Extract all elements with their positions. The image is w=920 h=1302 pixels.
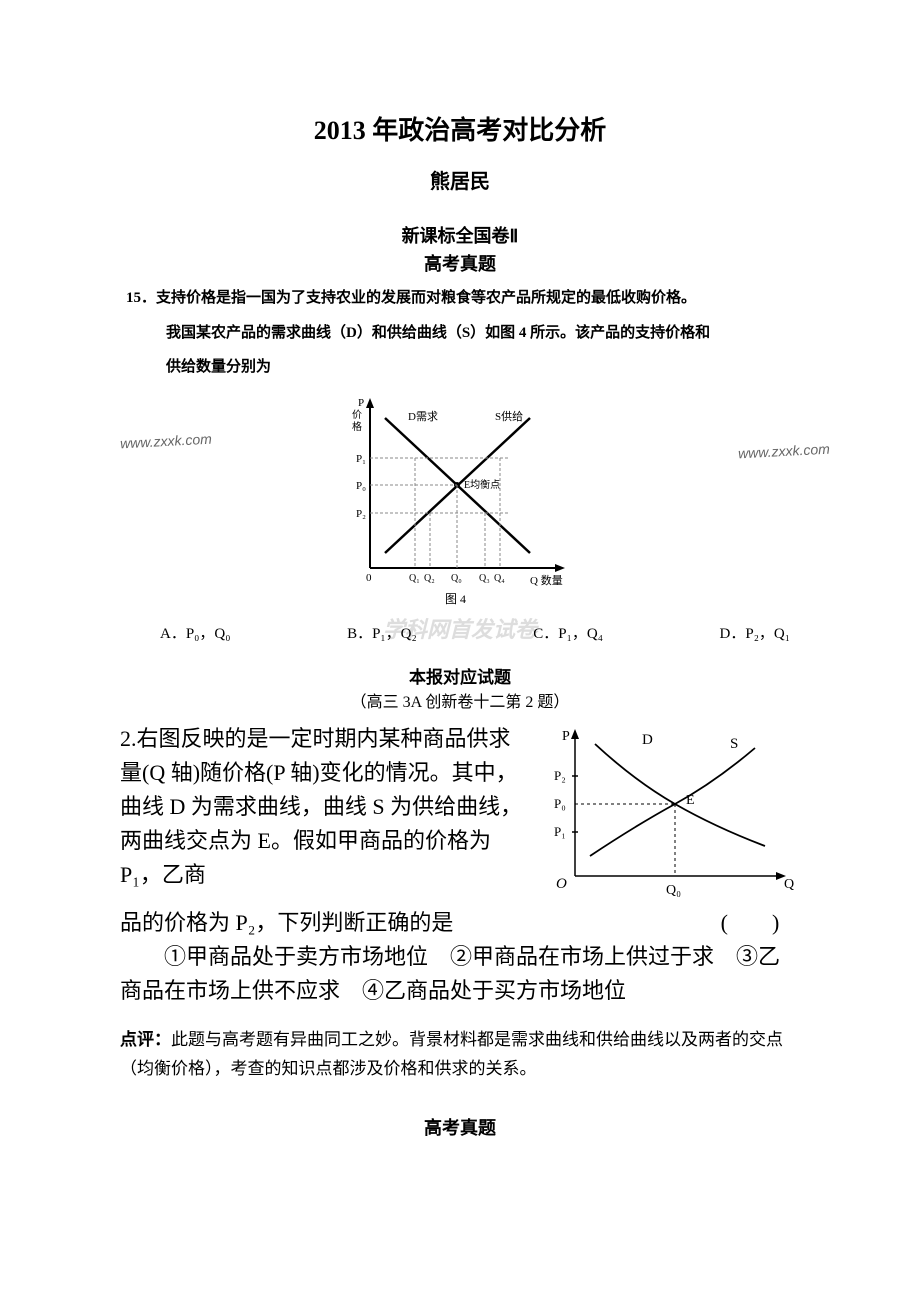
chart1-p2: P₂ xyxy=(356,508,366,520)
q2-text-1: 2.右图反映的是一定时期内某种商品供求量(Q 轴)随价格(P 轴)变化的情况。其… xyxy=(120,726,522,887)
section-subtitle: 高考真题 xyxy=(120,250,800,276)
q15-line2: 我国某农产品的需求曲线（D）和供给曲线（S）如图 4 所示。该产品的支持价格和 xyxy=(120,319,800,348)
q15-line3: 供给数量分别为 xyxy=(120,353,800,382)
chart1-p-label1: 价 xyxy=(352,409,362,421)
comment-block: 点评：此题与高考题有异曲同工之妙。背景材料都是需求曲线和供给曲线以及两者的交点（… xyxy=(120,1026,800,1084)
chart1-q0: Q₀ xyxy=(451,573,462,584)
chart1-p-label2: 格 xyxy=(352,420,362,433)
q2-statements: ①甲商品处于卖方市场地位 ②甲商品在市场上供过于求 ③乙商品在市场上供不应求 ④… xyxy=(120,940,800,1008)
page-title: 2013 年政治高考对比分析 xyxy=(120,110,800,147)
supply-demand-chart-1: P 价 格 Q 数量 D需求 S供给 E均衡点 P₁ P₀ P₂ Q₁ Q₂ Q… xyxy=(330,388,590,618)
chart1-container: www.zxxk.com www.zxxk.com P 价 格 Q 数量 D需求… xyxy=(120,388,800,618)
comment-text: 此题与高考题有异曲同工之妙。背景材料都是需求曲线和供给曲线以及两者的交点（均衡价… xyxy=(120,1030,783,1078)
q2-text-2-row: 品的价格为 P₂，下列判断正确的是 ( ) xyxy=(120,906,800,940)
chart1-figure-label: 图 4 xyxy=(445,592,466,606)
correspondence-title: 本报对应试题 xyxy=(120,663,800,688)
chart1-d-label: D需求 xyxy=(408,410,438,423)
author-name: 熊居民 xyxy=(120,165,800,194)
chart1-s-label: S供给 xyxy=(495,409,523,423)
chart1-q4: Q₄ xyxy=(494,573,505,584)
chart1-p0: P₀ xyxy=(356,480,366,492)
correspondence-sub: （高三 3A 创新卷十二第 2 题） xyxy=(120,688,800,712)
comment-label: 点评： xyxy=(120,1030,171,1049)
chart1-e-label: E均衡点 xyxy=(464,479,500,491)
chart1-q2: Q₂ xyxy=(424,573,435,584)
question-15: 15．支持价格是指一国为了支持农业的发展而对粮食等农产品所规定的最低收购价格。 … xyxy=(120,284,800,643)
chart1-q1: Q₁ xyxy=(409,573,420,584)
chart1-p-axis: P xyxy=(358,397,364,409)
option-d: D．P₂，Q₁ xyxy=(720,622,790,643)
svg-text:0: 0 xyxy=(366,572,372,584)
options-row: 学科网首发试卷 A．P₀，Q₀ B．P₁，Q₂ C．P₁，Q₄ D．P₂，Q₁ xyxy=(120,618,800,643)
section-heading: 新课标全国卷Ⅱ xyxy=(120,222,800,248)
q2-paren: ( ) xyxy=(700,906,800,940)
option-a: A．P₀，Q₀ xyxy=(160,622,230,643)
option-c: C．P₁，Q₄ xyxy=(533,622,603,643)
final-heading: 高考真题 xyxy=(120,1114,800,1140)
watermark-left: www.zxxk.com xyxy=(120,430,213,451)
chart1-q-axis: Q 数量 xyxy=(530,574,563,587)
watermark-right: www.zxxk.com xyxy=(738,440,831,461)
chart1-q3: Q₃ xyxy=(479,573,490,584)
question-2: P Q O D S E P₂ P₀ P₁ Q₀ 2.右图反映的是一定时期内某种商… xyxy=(120,722,800,1008)
q2-text-2: 品的价格为 P₂，下列判断正确的是 xyxy=(120,906,453,940)
q15-line1: 15．支持价格是指一国为了支持农业的发展而对粮食等农产品所规定的最低收购价格。 xyxy=(120,284,800,313)
option-b: B．P₁，Q₂ xyxy=(347,622,417,643)
chart1-p1: P₁ xyxy=(356,453,366,465)
